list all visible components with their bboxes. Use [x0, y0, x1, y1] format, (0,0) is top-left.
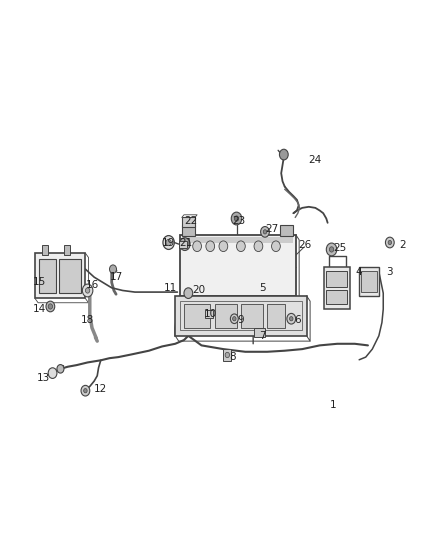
- Text: 1: 1: [329, 400, 336, 410]
- Circle shape: [57, 365, 64, 373]
- Circle shape: [163, 236, 174, 249]
- Bar: [182, 237, 293, 243]
- Circle shape: [287, 313, 296, 324]
- Circle shape: [85, 288, 90, 293]
- Text: 7: 7: [259, 331, 266, 341]
- Circle shape: [290, 317, 293, 321]
- Text: 24: 24: [309, 155, 322, 165]
- Circle shape: [110, 265, 117, 273]
- Bar: [175, 296, 307, 336]
- Bar: [184, 304, 210, 328]
- Text: 17: 17: [110, 272, 123, 282]
- Circle shape: [193, 241, 201, 252]
- Bar: [254, 328, 265, 337]
- Bar: [361, 271, 377, 292]
- Bar: [326, 290, 347, 304]
- Circle shape: [385, 237, 394, 248]
- Bar: [215, 304, 237, 328]
- Bar: [223, 349, 231, 361]
- Text: 10: 10: [204, 310, 217, 319]
- Circle shape: [184, 288, 193, 298]
- Text: 8: 8: [229, 352, 236, 362]
- Text: 18: 18: [81, 315, 94, 325]
- Text: 22: 22: [184, 216, 197, 226]
- Bar: [280, 225, 293, 236]
- Text: 5: 5: [259, 283, 266, 293]
- Bar: [180, 235, 296, 296]
- Text: 9: 9: [237, 315, 244, 325]
- Circle shape: [84, 389, 87, 393]
- Bar: [182, 225, 195, 236]
- Bar: [179, 241, 187, 248]
- Circle shape: [81, 385, 90, 396]
- Bar: [205, 310, 213, 318]
- Circle shape: [261, 227, 269, 237]
- Bar: [64, 245, 70, 255]
- Bar: [241, 304, 263, 328]
- Circle shape: [326, 243, 337, 256]
- Bar: [39, 259, 56, 293]
- Bar: [267, 304, 285, 328]
- Text: 19: 19: [162, 238, 175, 247]
- Circle shape: [279, 149, 288, 160]
- Bar: [180, 301, 302, 330]
- Text: 11: 11: [164, 283, 177, 293]
- Text: 15: 15: [33, 278, 46, 287]
- Text: 3: 3: [386, 267, 393, 277]
- Text: 4: 4: [356, 267, 363, 277]
- Circle shape: [231, 212, 242, 225]
- Circle shape: [219, 241, 228, 252]
- Circle shape: [329, 247, 334, 252]
- Text: 16: 16: [85, 280, 99, 290]
- Text: 14: 14: [33, 304, 46, 314]
- Text: 21: 21: [180, 238, 193, 247]
- Circle shape: [230, 314, 238, 324]
- Circle shape: [46, 301, 55, 312]
- Text: 13: 13: [37, 374, 50, 383]
- Circle shape: [263, 230, 267, 234]
- Text: 27: 27: [265, 224, 278, 234]
- Circle shape: [180, 238, 190, 251]
- Circle shape: [48, 304, 53, 309]
- Circle shape: [388, 240, 392, 245]
- Circle shape: [272, 241, 280, 252]
- Circle shape: [48, 368, 57, 378]
- Circle shape: [225, 352, 230, 358]
- Bar: [42, 245, 48, 255]
- Circle shape: [254, 241, 263, 252]
- Bar: [59, 259, 81, 293]
- Circle shape: [233, 317, 236, 321]
- Text: 20: 20: [193, 286, 206, 295]
- Bar: [182, 217, 195, 227]
- Circle shape: [82, 284, 93, 297]
- Text: 26: 26: [298, 240, 311, 250]
- Text: 6: 6: [294, 315, 301, 325]
- Circle shape: [237, 241, 245, 252]
- Text: 2: 2: [399, 240, 406, 250]
- Text: 25: 25: [333, 243, 346, 253]
- Bar: [324, 266, 350, 309]
- Circle shape: [166, 239, 171, 246]
- Bar: [35, 253, 85, 298]
- Text: 23: 23: [232, 216, 245, 226]
- Bar: [359, 266, 379, 296]
- Text: 12: 12: [94, 384, 107, 394]
- Circle shape: [234, 216, 239, 221]
- Bar: [326, 271, 347, 287]
- Circle shape: [206, 241, 215, 252]
